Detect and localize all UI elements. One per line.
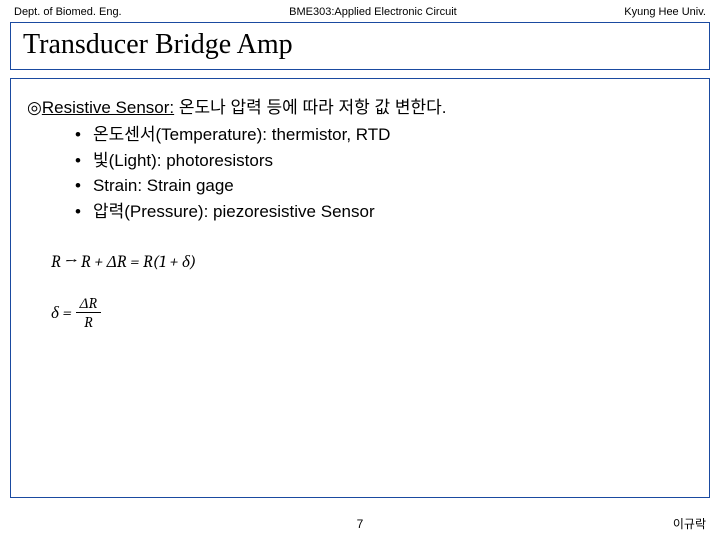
list-item: 압력(Pressure): piezoresistive Sensor <box>75 199 693 225</box>
list-item: 온도센서(Temperature): thermistor, RTD <box>75 122 693 148</box>
main-line-rest: 온도나 압력 등에 따라 저항 값 변한다. <box>174 98 446 117</box>
main-line-prefix: ◎ <box>27 98 42 117</box>
formula-block: R → R + ΔR = R(1 + δ) δ = ΔR R <box>51 252 693 331</box>
header-row: Dept. of Biomed. Eng. BME303:Applied Ele… <box>0 0 720 22</box>
page-title: Transducer Bridge Amp <box>23 29 697 61</box>
page-number: 7 <box>357 517 364 531</box>
list-item: 빛(Light): photoresistors <box>75 148 693 174</box>
formula-2-lhs: δ = <box>51 303 72 323</box>
bullet-list: 온도센서(Temperature): thermistor, RTD 빛(Lig… <box>75 122 693 224</box>
formula-2-denominator: R <box>80 313 97 331</box>
header-left: Dept. of Biomed. Eng. <box>14 6 122 18</box>
header-right: Kyung Hee Univ. <box>624 6 706 18</box>
list-item: Strain: Strain gage <box>75 173 693 199</box>
title-box: Transducer Bridge Amp <box>10 22 710 70</box>
header-center: BME303:Applied Electronic Circuit <box>289 6 457 18</box>
main-line: ◎Resistive Sensor: 온도나 압력 등에 따라 저항 값 변한다… <box>27 93 693 118</box>
formula-2-fraction: ΔR R <box>76 294 101 331</box>
footer-author: 이규락 <box>673 515 706 532</box>
formula-2-numerator: ΔR <box>76 294 101 313</box>
footer: 7 이규락 <box>0 515 720 532</box>
content-box: ◎Resistive Sensor: 온도나 압력 등에 따라 저항 값 변한다… <box>10 78 710 498</box>
formula-1: R → R + ΔR = R(1 + δ) <box>51 252 693 272</box>
main-line-label: Resistive Sensor: <box>42 98 174 117</box>
formula-2: δ = ΔR R <box>51 294 693 331</box>
